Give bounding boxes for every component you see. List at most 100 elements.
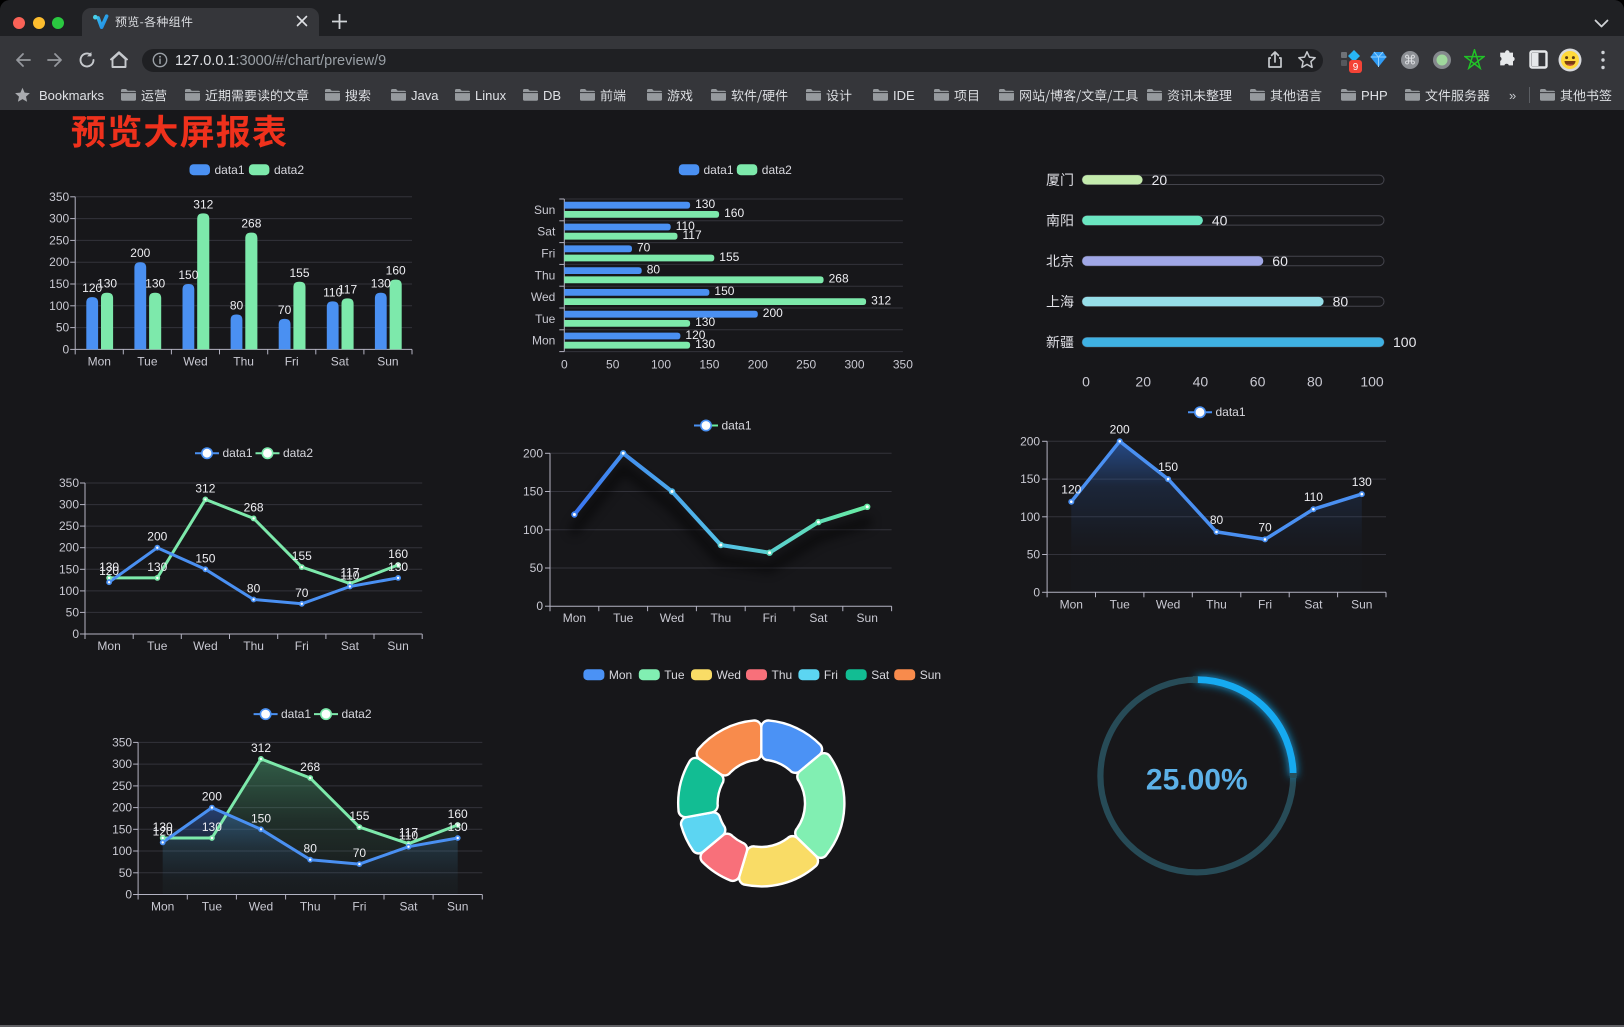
svg-text:117: 117	[338, 282, 357, 296]
svg-text:150: 150	[59, 562, 79, 576]
svg-text:150: 150	[714, 284, 734, 298]
svg-text:data1: data1	[1216, 405, 1246, 419]
svg-text:250: 250	[112, 779, 132, 793]
svg-text:Sun: Sun	[1351, 597, 1372, 611]
svg-text:Wed: Wed	[193, 639, 217, 653]
svg-text:110: 110	[323, 285, 342, 299]
svg-text:117: 117	[340, 566, 359, 580]
svg-text:155: 155	[719, 250, 739, 264]
svg-text:160: 160	[386, 264, 406, 278]
svg-text:Tue: Tue	[147, 639, 168, 653]
svg-text:100: 100	[112, 844, 132, 858]
svg-text:data1: data1	[281, 707, 311, 721]
svg-text:150: 150	[49, 277, 69, 291]
svg-text:130: 130	[388, 560, 408, 574]
svg-text:Sun: Sun	[857, 611, 878, 625]
svg-text:Mon: Mon	[609, 668, 632, 682]
svg-text:Thu: Thu	[233, 354, 254, 368]
svg-text:⌘: ⌘	[1404, 53, 1417, 68]
svg-text:70: 70	[637, 241, 651, 255]
svg-text:117: 117	[683, 228, 702, 242]
svg-text:Mon: Mon	[88, 354, 111, 368]
svg-text:60: 60	[1272, 253, 1288, 269]
svg-text:130: 130	[448, 820, 468, 834]
svg-text:Sun: Sun	[920, 668, 941, 682]
svg-text:50: 50	[530, 561, 544, 575]
svg-text:110: 110	[399, 829, 418, 843]
svg-text:Fri: Fri	[285, 354, 299, 368]
svg-text:Tue: Tue	[535, 312, 556, 326]
svg-text:0: 0	[1082, 374, 1090, 390]
svg-text:250: 250	[59, 519, 79, 533]
svg-text:312: 312	[193, 197, 213, 211]
svg-text:50: 50	[606, 358, 620, 372]
svg-text:70: 70	[278, 303, 292, 317]
svg-text:Sun: Sun	[534, 203, 555, 217]
svg-text:Fri: Fri	[295, 639, 309, 653]
svg-text:80: 80	[247, 582, 261, 596]
svg-text:130: 130	[202, 820, 222, 834]
svg-text:130: 130	[1352, 475, 1372, 489]
svg-text:data1: data1	[223, 446, 253, 460]
svg-text:100: 100	[523, 523, 543, 537]
svg-text:200: 200	[49, 255, 69, 269]
svg-text:300: 300	[844, 358, 864, 372]
svg-text:200: 200	[59, 541, 79, 555]
svg-text:80: 80	[1307, 374, 1323, 390]
svg-text:0: 0	[536, 599, 543, 613]
svg-text:Sun: Sun	[387, 639, 408, 653]
svg-text:Sat: Sat	[871, 668, 890, 682]
svg-text:200: 200	[1110, 422, 1130, 436]
svg-text:20: 20	[1152, 172, 1168, 188]
svg-text:Wed: Wed	[183, 354, 207, 368]
svg-text:120: 120	[685, 328, 705, 342]
svg-text:25.00%: 25.00%	[1146, 764, 1248, 797]
svg-text:350: 350	[112, 735, 132, 749]
svg-text:250: 250	[796, 358, 816, 372]
svg-text:130: 130	[147, 560, 167, 574]
svg-text:data2: data2	[274, 163, 304, 177]
svg-text:Fri: Fri	[352, 900, 366, 914]
svg-text:130: 130	[695, 337, 715, 351]
svg-text:Mon: Mon	[563, 611, 586, 625]
svg-text:120: 120	[153, 824, 173, 838]
svg-text:120: 120	[82, 281, 102, 295]
svg-text:Thu: Thu	[710, 611, 731, 625]
svg-text:0: 0	[125, 888, 132, 902]
svg-text:Tue: Tue	[664, 668, 685, 682]
svg-text:350: 350	[59, 476, 79, 490]
svg-text:Wed: Wed	[249, 900, 273, 914]
svg-text:Sun: Sun	[377, 354, 398, 368]
svg-text:150: 150	[251, 811, 271, 825]
svg-text:Tue: Tue	[613, 611, 634, 625]
svg-text:160: 160	[724, 206, 744, 220]
svg-text:20: 20	[1135, 374, 1151, 390]
svg-text:110: 110	[340, 569, 359, 583]
svg-text:Thu: Thu	[535, 268, 556, 282]
svg-text:150: 150	[523, 485, 543, 499]
svg-text:150: 150	[195, 551, 215, 565]
svg-text:data2: data2	[342, 707, 372, 721]
svg-text:312: 312	[871, 293, 891, 307]
svg-text:160: 160	[448, 807, 468, 821]
svg-text:80: 80	[1210, 513, 1224, 527]
svg-text:0: 0	[72, 627, 79, 641]
svg-text:50: 50	[66, 605, 80, 619]
svg-text:Sat: Sat	[537, 225, 556, 239]
svg-text:Sat: Sat	[399, 900, 418, 914]
svg-text:100: 100	[59, 584, 79, 598]
svg-text:data1: data1	[704, 163, 734, 177]
svg-text:Mon: Mon	[1060, 597, 1083, 611]
svg-text:70: 70	[1258, 520, 1272, 534]
svg-text:150: 150	[699, 358, 719, 372]
svg-text:268: 268	[241, 217, 261, 231]
svg-text:50: 50	[119, 866, 133, 880]
svg-text:50: 50	[1027, 548, 1041, 562]
svg-text:80: 80	[647, 262, 661, 276]
svg-text:200: 200	[202, 790, 222, 804]
svg-text:130: 130	[97, 277, 117, 291]
svg-text:9: 9	[1353, 62, 1359, 73]
svg-text:120: 120	[99, 564, 119, 578]
svg-text:130: 130	[153, 820, 173, 834]
svg-text:Wed: Wed	[531, 290, 555, 304]
